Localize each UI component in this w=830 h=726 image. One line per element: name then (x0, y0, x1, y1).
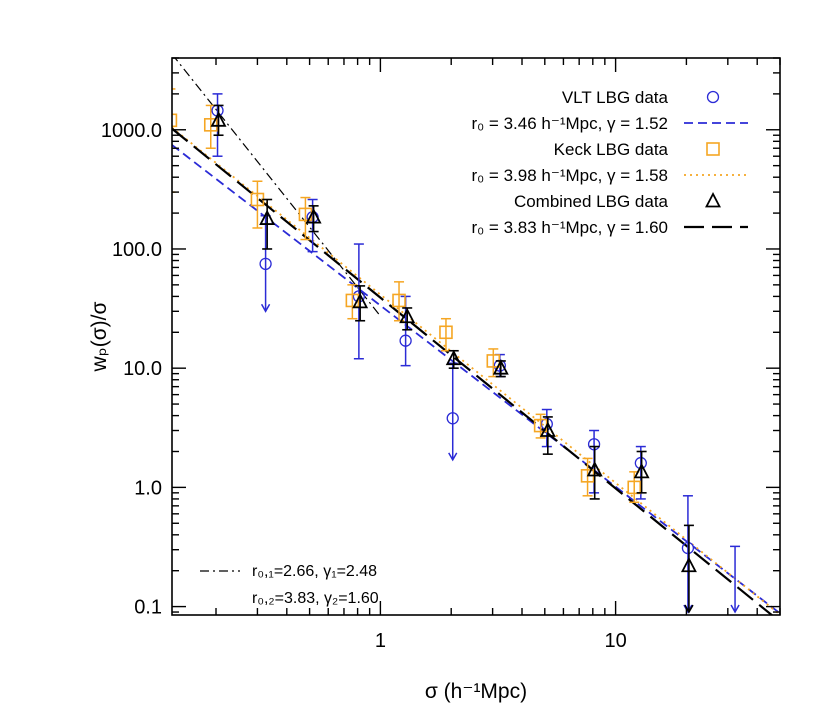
triangle-marker (492, 359, 509, 375)
data-point-triangle (586, 445, 603, 500)
upper-limit-arrow (448, 452, 458, 462)
square-marker (203, 118, 218, 132)
note-fit-label: r₀,₂=3.83, γ₂=1.60 (252, 590, 379, 607)
circle-marker (259, 257, 272, 271)
upper-limit-arrow (684, 604, 694, 614)
upper-limit-arrow (683, 604, 693, 614)
y-tick-label: 0.1 (134, 597, 162, 619)
data-point-triangle (680, 524, 697, 614)
legend-triangle-marker (705, 192, 721, 208)
legend-fit-label: r₀ = 3.46 h⁻¹Mpc, γ = 1.52 (471, 114, 668, 133)
upper-limit-arrow (730, 604, 740, 614)
y-axis-title: wₚ(σ)/σ (88, 302, 111, 373)
square-marker (392, 293, 406, 308)
data-point-square (345, 284, 360, 320)
legend-label-triangle: Combined LBG data (514, 192, 669, 211)
fit-line-1 (172, 126, 780, 615)
fit-parameter-notes: r₀,₁=2.66, γ₁=2.48 r₀,₂=3.83, γ₂=1.60 (200, 563, 379, 607)
triangle-marker (539, 421, 556, 437)
data-point-triangle (492, 359, 509, 378)
y-tick-label: 100.0 (112, 239, 162, 261)
data-point-square (627, 471, 642, 504)
circle-marker (399, 334, 412, 347)
data-point-circle (681, 495, 695, 614)
triangle-marker (259, 209, 276, 225)
triangle-marker (586, 461, 603, 477)
data-point-square (439, 317, 453, 352)
fit-line-3 (174, 58, 381, 317)
data-point-triangle (539, 416, 556, 455)
data-point-square (203, 104, 218, 149)
legend-fit-label: r₀ = 3.98 h⁻¹Mpc, γ = 1.58 (471, 166, 668, 185)
square-marker (627, 480, 642, 495)
data-point-square (392, 281, 406, 322)
data-point-triangle (445, 349, 462, 369)
x-tick-label: 10 (604, 630, 626, 652)
data-point-square (580, 457, 595, 497)
triangle-marker (633, 462, 650, 479)
x-tick-label: 1 (375, 630, 386, 652)
data-point-triangle (352, 285, 369, 322)
triangle-marker (445, 349, 462, 366)
data-point-circle (446, 362, 459, 462)
legend-fit-label: r₀ = 3.83 h⁻¹Mpc, γ = 1.60 (471, 218, 668, 237)
legend-square-marker (706, 142, 720, 156)
y-tick-label: 1.0 (134, 477, 162, 499)
legend: VLT LBG data r₀ = 3.46 h⁻¹Mpc, γ = 1.52 Ke… (471, 88, 748, 237)
plot-frame (171, 57, 781, 616)
data-point-circle (259, 214, 272, 313)
y-tick-label: 1000.0 (101, 120, 162, 142)
data-points (172, 88, 741, 614)
axis-titles: σ (h⁻¹Mpc) wₚ(σ)/σ (88, 302, 527, 703)
data-point-square (486, 348, 501, 378)
triangle-marker (399, 307, 416, 324)
axis-ticks: 1 10 0.1 1.0 10.0 100.0 1000.0 (101, 57, 781, 652)
square-marker (172, 113, 178, 128)
y-tick-label: 10.0 (123, 358, 162, 380)
data-point-circle (306, 198, 319, 253)
circle-marker (681, 541, 695, 555)
triangle-marker (305, 208, 322, 224)
fit-line-2 (172, 127, 774, 615)
data-point-triangle (305, 205, 322, 233)
legend-label-square: Keck LBG data (554, 140, 669, 159)
triangle-marker (352, 292, 369, 309)
legend-label-circle: VLT LBG data (562, 88, 669, 107)
square-marker (439, 325, 453, 340)
data-point-triangle (210, 104, 227, 137)
triangle-marker (680, 556, 697, 573)
legend-circle-marker (706, 90, 720, 104)
x-axis-title: σ (h⁻¹Mpc) (425, 680, 527, 703)
data-point-square (533, 413, 548, 439)
data-point-triangle (399, 307, 416, 331)
square-marker (345, 293, 360, 308)
upper-limit-arrow (260, 303, 271, 313)
data-point-triangle (633, 450, 650, 494)
note-fit-label: r₀,₁=2.66, γ₁=2.48 (252, 563, 377, 580)
data-point-triangle (259, 198, 276, 250)
circle-marker (446, 412, 459, 425)
triangle-marker (210, 111, 227, 127)
data-point-circle (730, 545, 741, 614)
